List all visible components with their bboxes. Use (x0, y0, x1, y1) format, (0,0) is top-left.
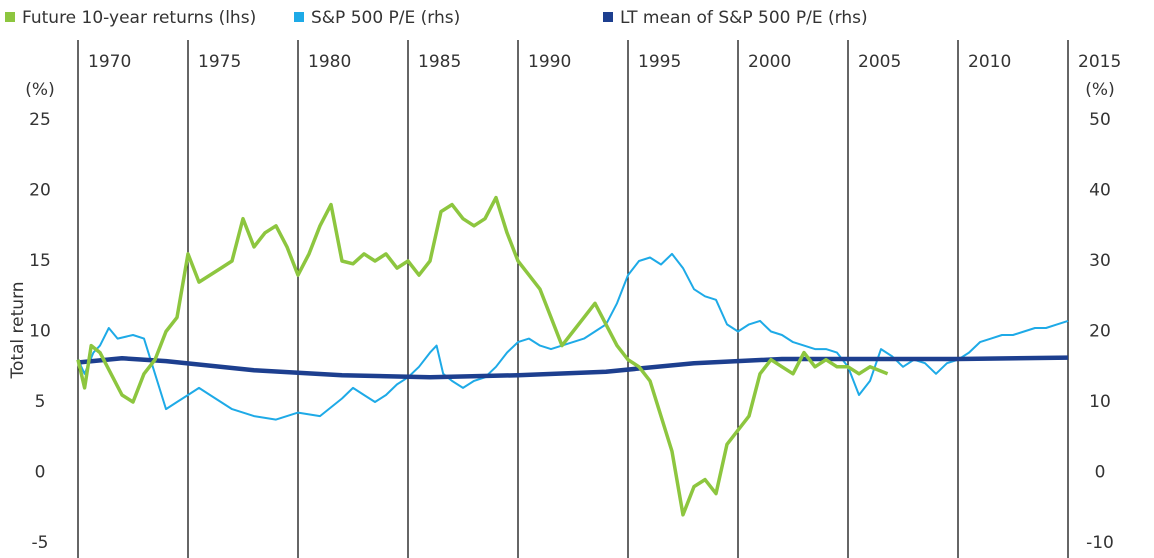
y2-tick-label: 30 (1089, 251, 1111, 271)
y-tick-label: 15 (29, 251, 51, 271)
x-tick-label: 1990 (528, 52, 571, 72)
legend-label: S&P 500 P/E (rhs) (311, 8, 460, 28)
legend-label: LT mean of S&P 500 P/E (rhs) (620, 8, 868, 28)
y-tick-label: -5 (32, 533, 49, 553)
y2-tick-label: 0 (1095, 463, 1106, 483)
y-tick-label: 10 (29, 322, 51, 342)
x-tick-label: 1970 (88, 52, 131, 72)
y-unit: (%) (25, 80, 54, 100)
legend-label: Future 10-year returns (lhs) (22, 8, 256, 28)
x-tick-label: 2005 (858, 52, 901, 72)
x-tick-label: 2015 (1078, 52, 1121, 72)
x-tick-label: 2010 (968, 52, 1011, 72)
x-tick-label: 1995 (638, 52, 681, 72)
y-tick-label: 0 (35, 463, 46, 483)
y2-tick-label: 40 (1089, 181, 1111, 201)
y-tick-label: 5 (35, 392, 46, 412)
series-line (77, 355, 1069, 380)
series-line (77, 252, 1069, 421)
y2-unit: (%) (1085, 80, 1114, 100)
y2-tick-label: 10 (1089, 392, 1111, 412)
legend-swatch (603, 12, 613, 22)
x-tick-label: 2000 (748, 52, 791, 72)
legend-swatch (294, 12, 304, 22)
legend-swatch (5, 12, 15, 22)
y2-tick-label: 50 (1089, 110, 1111, 130)
x-tick-label: 1975 (198, 52, 241, 72)
y-tick-label: 20 (29, 181, 51, 201)
x-tick-label: 1980 (308, 52, 351, 72)
x-tick-label: 1985 (418, 52, 461, 72)
y-axis-title: Total return (8, 281, 28, 379)
series-line (76, 195, 889, 517)
y2-tick-label: -10 (1086, 533, 1114, 553)
y-tick-label: 25 (29, 110, 51, 130)
y2-tick-label: 20 (1089, 322, 1111, 342)
